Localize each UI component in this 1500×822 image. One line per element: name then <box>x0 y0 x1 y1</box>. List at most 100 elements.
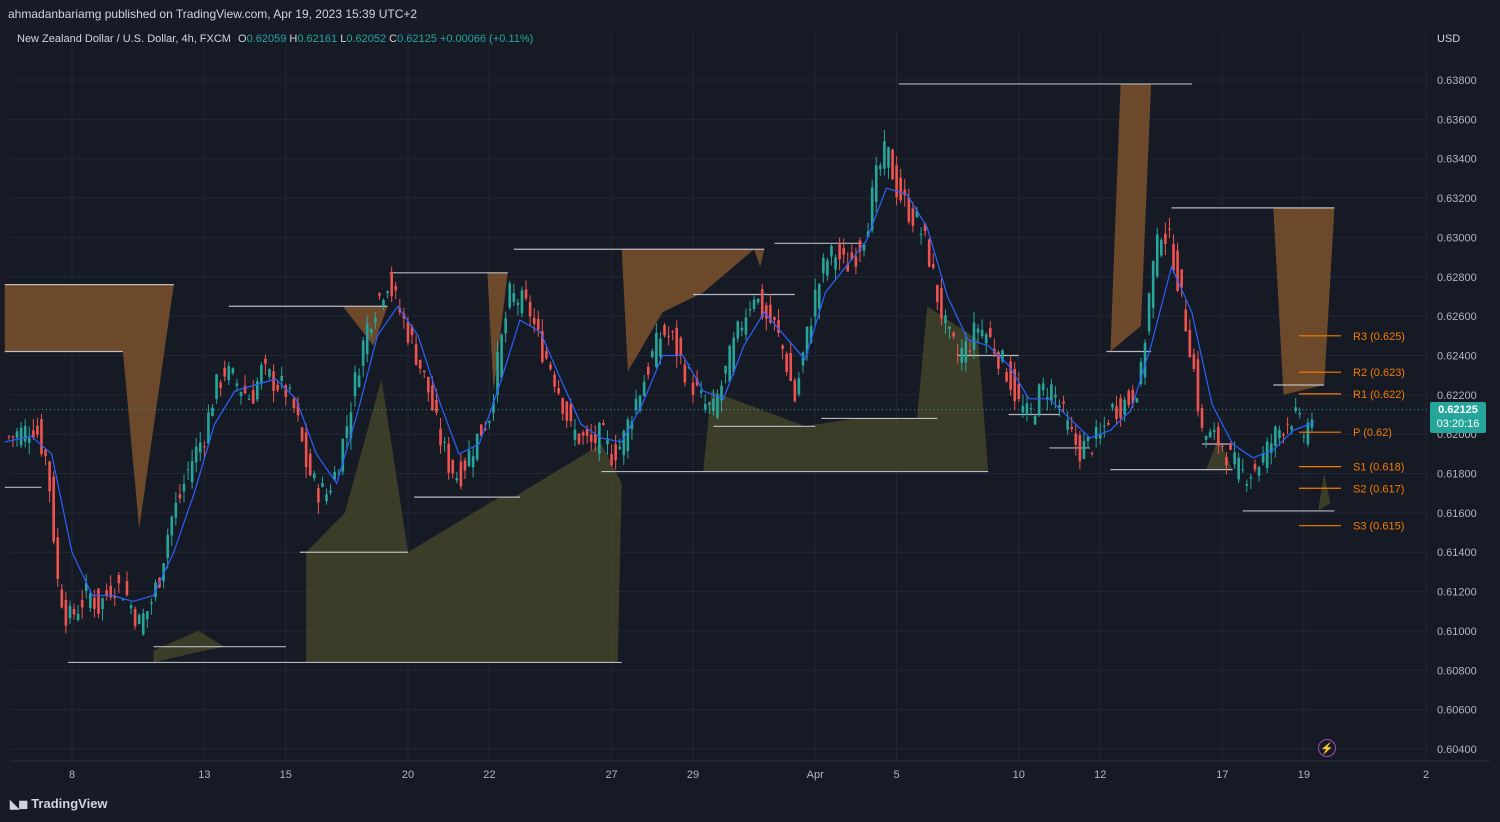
tradingview-logo-icon: ◣◼ <box>10 796 28 811</box>
candle-body <box>1164 233 1167 244</box>
candle-body <box>484 428 487 430</box>
brand-name: TradingView <box>31 796 108 811</box>
candle-body <box>842 247 845 255</box>
tradingview-logo[interactable]: ◣◼ TradingView <box>10 796 108 811</box>
candle-body <box>870 187 874 231</box>
candle-body <box>866 231 870 238</box>
candle-body <box>606 438 609 445</box>
candle-body <box>64 599 68 626</box>
candle-body <box>243 385 247 394</box>
resistance-fill <box>621 249 755 372</box>
candle-body <box>683 364 687 383</box>
candle-body <box>703 404 707 410</box>
candle-body <box>386 291 389 294</box>
candle-body <box>1302 436 1306 438</box>
candle-body <box>378 293 381 296</box>
candle-body <box>475 433 479 460</box>
candle-body <box>1274 426 1277 446</box>
close-label: C <box>389 33 398 45</box>
candle-body <box>895 165 898 198</box>
candle-body <box>956 354 959 356</box>
candle-body <box>186 469 190 471</box>
candle-body <box>264 358 267 364</box>
candle-body <box>740 327 744 331</box>
candle-body <box>626 419 630 452</box>
candle-body <box>765 305 768 319</box>
candle-body <box>72 609 76 615</box>
candle-body <box>203 446 206 448</box>
open-value: 0.62059 <box>246 33 287 45</box>
candle-body <box>1123 399 1126 415</box>
candle-body <box>887 147 890 168</box>
resistance-fill <box>754 249 765 267</box>
candle-body <box>679 338 683 356</box>
candle-body <box>300 427 304 441</box>
candle-body <box>435 399 438 413</box>
y-tick-label: 0.62400 <box>1437 350 1477 362</box>
candle-body <box>1094 427 1098 439</box>
bar-countdown: 03:20:16 <box>1436 418 1480 430</box>
candle-body <box>459 461 463 487</box>
candle-body <box>1021 406 1025 413</box>
candle-body <box>634 398 638 411</box>
candle-body <box>1139 361 1143 385</box>
y-tick-label: 0.60800 <box>1437 665 1477 677</box>
candle-body <box>532 317 536 324</box>
candle-body <box>496 351 499 395</box>
candle-body <box>1221 445 1224 447</box>
candle-body <box>1180 269 1183 288</box>
candle-body <box>1253 464 1257 470</box>
candle-body <box>52 476 55 542</box>
candle-body <box>622 430 626 456</box>
candle-body <box>504 318 507 334</box>
x-tick-label: 17 <box>1216 769 1228 781</box>
candle-body <box>137 615 141 625</box>
currency-label[interactable]: USD <box>1437 33 1461 45</box>
candle-body <box>1286 423 1289 425</box>
candle-body <box>239 391 243 397</box>
candle-body <box>276 384 279 391</box>
resistance-fill <box>1273 207 1335 395</box>
candle-body <box>760 289 764 318</box>
candle-body <box>720 385 723 401</box>
candle-body <box>838 244 841 260</box>
pivot-levels: R3 (0.625) R2 (0.623) R1 (0.622) P (0.62) S1… <box>1299 331 1405 533</box>
candle-body <box>349 412 353 439</box>
candle-body <box>777 319 780 333</box>
flash-icon[interactable]: ⚡ <box>1318 739 1336 757</box>
candle-body <box>101 598 104 609</box>
candle-body <box>1241 469 1245 471</box>
candle-body <box>492 402 495 413</box>
candle-body <box>80 599 84 608</box>
candle-body <box>789 352 793 382</box>
candle-body <box>903 189 907 196</box>
candle-body <box>341 439 345 472</box>
candle-body <box>687 367 691 369</box>
candle-body <box>785 353 788 372</box>
x-tick-label: 10 <box>1013 769 1025 781</box>
candle-body <box>1261 453 1265 463</box>
candle-body <box>541 331 544 363</box>
symbol-title: New Zealand Dollar / U.S. Dollar, 4h, FX… <box>17 33 231 45</box>
candle-body <box>716 394 719 418</box>
candle-body <box>198 442 202 453</box>
candle-body <box>1306 422 1310 445</box>
y-tick-label: 0.62600 <box>1437 311 1477 323</box>
candle-body <box>105 590 108 596</box>
candle-body <box>431 385 434 411</box>
candle-body <box>1192 354 1196 369</box>
candle-body <box>577 433 581 444</box>
change-value: +0.00066 (+0.11%) <box>439 33 534 45</box>
candle-body <box>1037 384 1041 415</box>
candle-body <box>272 371 275 391</box>
candle-body <box>48 461 51 492</box>
candle-body <box>15 431 19 438</box>
candle-body <box>97 588 100 614</box>
candle-body <box>1294 407 1297 411</box>
candle-body <box>919 234 923 236</box>
candle-body <box>646 366 650 375</box>
candle-body <box>370 329 373 333</box>
candle-body <box>883 141 886 169</box>
candle-body <box>1029 408 1033 410</box>
